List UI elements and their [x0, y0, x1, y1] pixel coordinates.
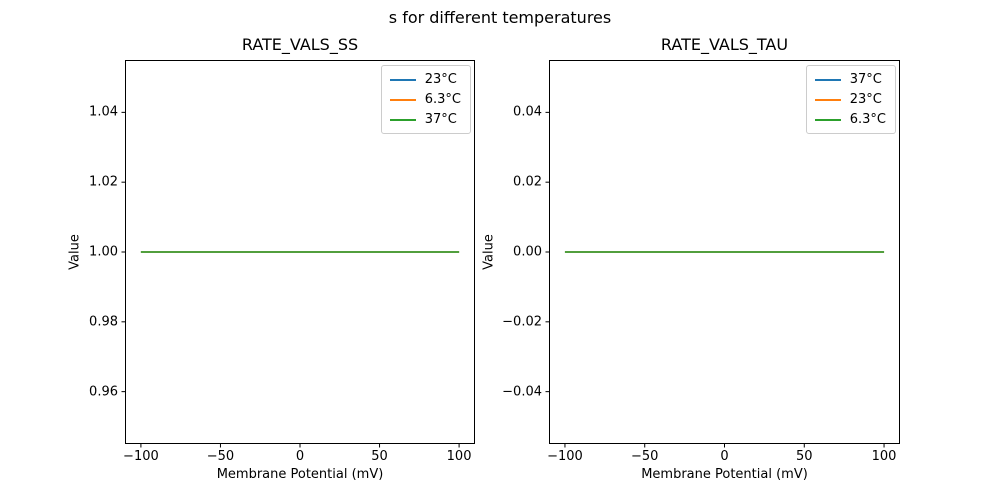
plot-canvas	[121, 60, 475, 448]
y-tick-label: 0.04	[513, 104, 542, 120]
y-tick-label: 0.98	[89, 314, 118, 330]
y-tick-label: −0.02	[502, 314, 542, 330]
subplot-title: RATE_VALS_SS	[241, 35, 359, 54]
y-tick-label: 1.04	[89, 104, 118, 120]
x-tick-label: −50	[206, 449, 235, 464]
plot-canvas	[545, 60, 900, 448]
legend-item-label: 37°C	[849, 72, 882, 87]
y-tick-label: 1.00	[89, 244, 118, 260]
legend-item: 23°C	[814, 92, 886, 107]
x-axis-label: Membrane Potential (mV)	[641, 467, 808, 482]
legend-item: 23°C	[389, 72, 461, 87]
legend-line-sample	[814, 98, 841, 101]
subplot-rate-vals-ss: RATE_VALS_SS Value Membrane Potential (m…	[68, 35, 475, 482]
x-tick-label: −50	[631, 449, 659, 464]
legend-line-sample	[814, 118, 841, 121]
legend-item-label: 6.3°C	[424, 92, 461, 107]
subplot-title: RATE_VALS_TAU	[660, 35, 789, 54]
y-axis-label: Value	[67, 234, 83, 270]
x-axis-label: Membrane Potential (mV)	[216, 467, 384, 482]
x-tick-label: 0	[720, 449, 729, 464]
y-axis-label: Value	[481, 234, 497, 270]
y-tick-label: 0.00	[513, 244, 542, 260]
axes-frame	[549, 60, 900, 444]
x-tick-label: 50	[795, 449, 813, 464]
legend-line-sample	[389, 118, 416, 121]
legend-item-label: 23°C	[849, 92, 882, 107]
legend: 37°C 23°C 6.3°C	[805, 65, 896, 134]
legend-item-label: 23°C	[424, 72, 457, 87]
y-tick-label: 0.02	[513, 174, 542, 190]
legend-item: 6.3°C	[814, 112, 886, 127]
legend: 23°C 6.3°C 37°C	[380, 65, 471, 134]
legend-item-label: 37°C	[424, 112, 457, 127]
subplot-rate-vals-tau: RATE_VALS_TAU Value Membrane Potential (…	[482, 35, 900, 482]
legend-item: 6.3°C	[389, 92, 461, 107]
x-tick-label: 100	[446, 449, 472, 464]
x-tick-label: 50	[371, 449, 388, 464]
legend-item: 37°C	[814, 72, 886, 87]
legend-line-sample	[389, 78, 416, 81]
y-tick-label: 0.96	[89, 384, 118, 400]
x-tick-label: −100	[123, 449, 159, 464]
legend-line-sample	[814, 78, 841, 81]
legend-line-sample	[389, 98, 416, 101]
x-tick-label: −100	[547, 449, 583, 464]
x-tick-label: 100	[871, 449, 897, 464]
y-tick-label: 1.02	[89, 174, 118, 190]
legend-item-label: 6.3°C	[849, 112, 886, 127]
figure-suptitle: s for different temperatures	[388, 8, 612, 27]
x-tick-label: 0	[295, 449, 305, 464]
axes-frame	[125, 60, 475, 444]
legend-item: 37°C	[389, 112, 461, 127]
y-tick-label: −0.04	[502, 384, 542, 400]
